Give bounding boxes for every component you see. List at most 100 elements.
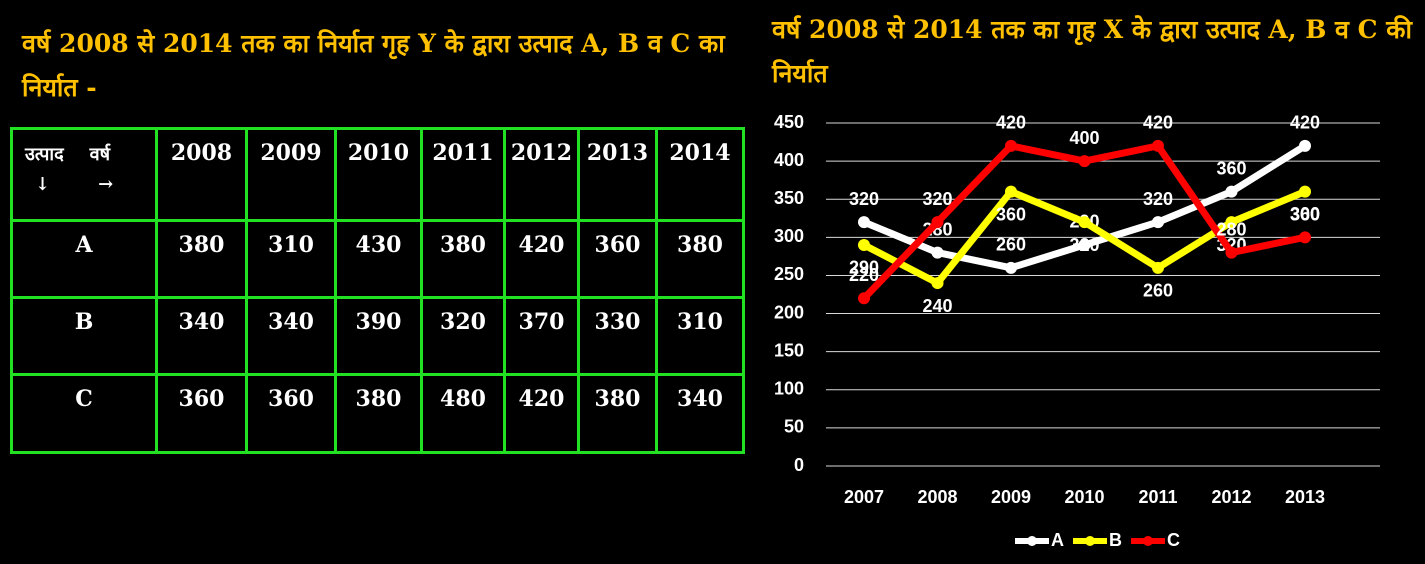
corner-text: ↓ bbox=[35, 174, 51, 195]
marker bbox=[1152, 139, 1164, 152]
marker bbox=[1078, 238, 1091, 251]
table-cell: 420 bbox=[503, 219, 580, 299]
y-tick-label: 250 bbox=[774, 264, 804, 284]
data-label: 320 bbox=[1143, 189, 1173, 209]
year-header: 2008 bbox=[155, 127, 248, 222]
x-tick-label: 2007 bbox=[844, 487, 884, 507]
chart-title: वर्ष 2008 से 2014 तक का गृह X के द्वारा … bbox=[772, 15, 1412, 88]
data-label: 300 bbox=[1290, 204, 1320, 224]
table-cell: 310 bbox=[655, 296, 745, 376]
year-header: 2009 bbox=[245, 127, 337, 222]
table-title: वर्ष 2008 से 2014 तक का निर्यात गृह Y के… bbox=[22, 29, 725, 102]
data-label: 280 bbox=[1216, 219, 1246, 239]
y-tick-label: 150 bbox=[774, 340, 804, 360]
table-cell: 380 bbox=[334, 373, 423, 454]
legend-marker bbox=[1027, 536, 1037, 546]
table-row: A 380 310 430 380 420 360 380 bbox=[10, 219, 745, 299]
table-cell: 380 bbox=[420, 219, 506, 299]
y-tick-label: 450 bbox=[774, 112, 804, 132]
table-cell: 340 bbox=[245, 296, 337, 376]
row-label: C bbox=[10, 373, 158, 454]
corner-text: वर्ष bbox=[89, 144, 111, 165]
marker bbox=[1225, 185, 1238, 198]
marker bbox=[1152, 261, 1164, 274]
table-cell: 360 bbox=[245, 373, 337, 454]
y-tick-label: 350 bbox=[774, 188, 804, 208]
year-header: 2013 bbox=[577, 127, 658, 222]
table-cell: 430 bbox=[334, 219, 423, 299]
data-label: 320 bbox=[849, 189, 879, 209]
marker bbox=[1152, 216, 1164, 229]
x-tick-label: 2011 bbox=[1138, 487, 1177, 507]
marker bbox=[1005, 261, 1017, 274]
table-cell: 340 bbox=[155, 296, 248, 376]
corner-text: → bbox=[98, 174, 114, 195]
data-label: 240 bbox=[922, 296, 952, 316]
marker bbox=[1225, 246, 1238, 259]
data-label: 400 bbox=[1069, 128, 1099, 148]
table-cell: 320 bbox=[420, 296, 506, 376]
marker bbox=[858, 292, 870, 305]
data-label: 290 bbox=[849, 258, 879, 278]
data-label: 320 bbox=[922, 189, 952, 209]
corner-line: उत्पाद वर्ष bbox=[25, 140, 154, 170]
x-tick-label: 2012 bbox=[1211, 487, 1251, 507]
row-label: A bbox=[10, 219, 158, 299]
y-tick-label: 100 bbox=[774, 379, 804, 399]
table-cell: 370 bbox=[503, 296, 580, 376]
data-label: 260 bbox=[996, 235, 1026, 255]
marker bbox=[931, 246, 944, 259]
table-cell: 380 bbox=[577, 373, 658, 454]
x-tick-label: 2008 bbox=[917, 487, 957, 507]
marker bbox=[1078, 155, 1091, 168]
data-label: 420 bbox=[1143, 113, 1173, 133]
year-header: 2011 bbox=[420, 127, 506, 222]
data-label: 260 bbox=[1143, 281, 1173, 301]
year-header: 2010 bbox=[334, 127, 423, 222]
corner-text: उत्पाद bbox=[25, 144, 64, 165]
year-header: 2014 bbox=[655, 127, 745, 222]
corner-line: ↓ → bbox=[25, 170, 154, 200]
data-label: 220 bbox=[849, 265, 879, 285]
corner-cell: उत्पाद वर्ष ↓ → bbox=[10, 127, 158, 222]
table-cell: 360 bbox=[155, 373, 248, 454]
marker bbox=[858, 238, 870, 251]
legend-label: C bbox=[1167, 530, 1180, 550]
marker bbox=[1299, 231, 1311, 244]
marker bbox=[1078, 216, 1091, 229]
x-tick-label: 2013 bbox=[1285, 487, 1325, 507]
table-cell: 390 bbox=[334, 296, 423, 376]
legend-marker bbox=[1143, 536, 1153, 546]
marker bbox=[1005, 139, 1017, 152]
data-label: 320 bbox=[1069, 235, 1099, 255]
y-tick-label: 400 bbox=[774, 150, 804, 170]
year-header: 2012 bbox=[503, 127, 580, 222]
data-label: 420 bbox=[1290, 113, 1320, 133]
table-row: C 360 360 380 480 420 380 340 bbox=[10, 373, 745, 454]
data-label: 360 bbox=[1216, 158, 1246, 178]
table-cell: 310 bbox=[245, 219, 337, 299]
row-label: B bbox=[10, 296, 158, 376]
legend-label: A bbox=[1051, 530, 1064, 550]
legend-label: B bbox=[1109, 530, 1122, 550]
marker bbox=[858, 216, 870, 229]
data-label: 360 bbox=[996, 204, 1026, 224]
data-label: 420 bbox=[996, 113, 1026, 133]
data-label: 360 bbox=[1290, 204, 1320, 224]
table-row: B 340 340 390 320 370 330 310 bbox=[10, 296, 745, 376]
table-cell: 330 bbox=[577, 296, 658, 376]
marker bbox=[931, 216, 944, 229]
data-table: उत्पाद वर्ष ↓ → 2008 2009 2010 2011 2012 2013 2014… bbox=[10, 127, 745, 454]
marker bbox=[1299, 139, 1311, 152]
marker bbox=[1299, 185, 1311, 198]
legend-marker bbox=[1085, 536, 1095, 546]
y-tick-label: 50 bbox=[784, 417, 804, 437]
y-tick-label: 200 bbox=[774, 302, 804, 322]
marker bbox=[1225, 216, 1238, 229]
table-cell: 480 bbox=[420, 373, 506, 454]
table-cell: 340 bbox=[655, 373, 745, 454]
marker bbox=[1005, 185, 1017, 198]
x-tick-label: 2010 bbox=[1064, 487, 1104, 507]
